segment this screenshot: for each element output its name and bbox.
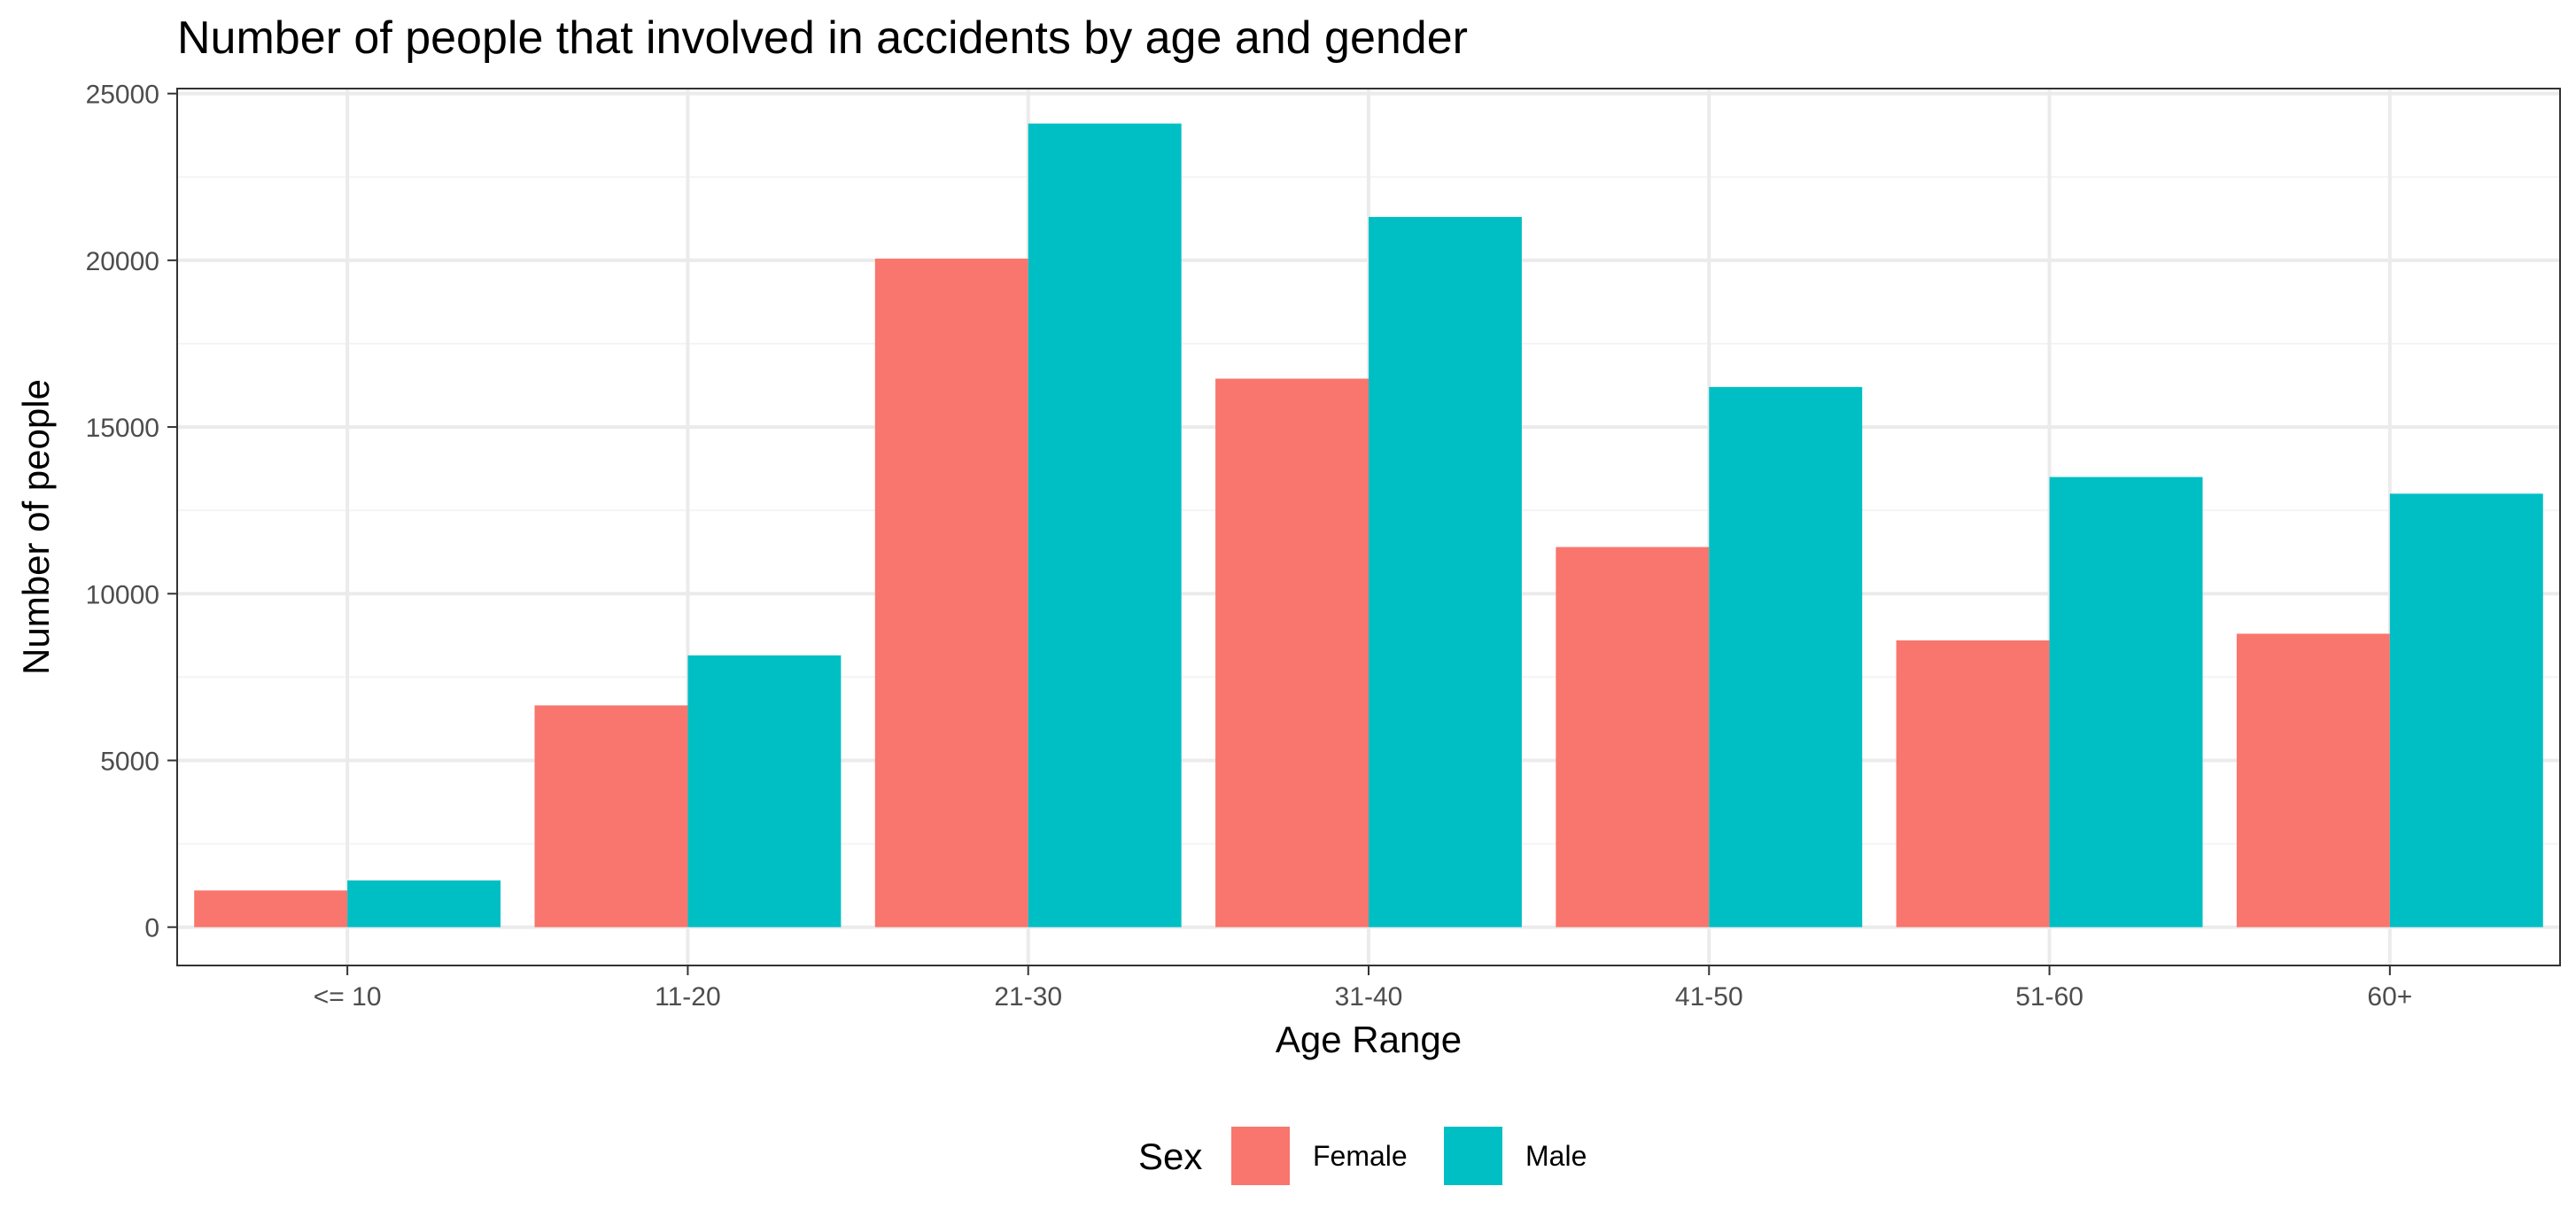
bar-male: [2389, 493, 2543, 927]
bar-female: [1556, 547, 1710, 927]
y-axis-title: Number of people: [15, 379, 57, 675]
bar-female: [1896, 640, 2050, 927]
x-tick-label: 31-40: [1335, 982, 1403, 1012]
y-tick-label: 10000: [86, 580, 159, 609]
x-tick-label: 51-60: [2015, 982, 2083, 1012]
x-axis-title: Age Range: [1276, 1019, 1462, 1060]
legend: Sex Female Male: [1138, 1127, 1587, 1185]
x-tick-label: 21-30: [994, 982, 1062, 1012]
bars: [194, 123, 2543, 927]
x-tick-label: <= 10: [314, 982, 382, 1012]
bar-male: [347, 880, 501, 927]
chart-title: Number of people that involved in accide…: [177, 12, 1468, 64]
y-tick-label: 5000: [100, 747, 159, 776]
bar-male: [1709, 386, 1863, 927]
legend-label-male: Male: [1525, 1140, 1587, 1172]
x-tick-label: 11-20: [655, 982, 721, 1012]
y-tick-label: 15000: [86, 414, 159, 443]
x-axis: <= 10 11-20 21-30 31-40 41-50 51-60 60+: [314, 965, 2412, 1012]
bar-female: [194, 890, 348, 927]
legend-title: Sex: [1138, 1136, 1202, 1177]
bar-male: [1369, 216, 1522, 927]
x-tick-label: 60+: [2367, 982, 2412, 1012]
bar-female: [534, 705, 688, 927]
bar-male: [2049, 477, 2203, 927]
bar-female: [1215, 378, 1369, 927]
legend-key-male: [1444, 1127, 1502, 1185]
bar-male: [687, 655, 842, 927]
bar-female: [2236, 633, 2390, 927]
bar-female: [874, 258, 1028, 927]
bar-male: [1028, 123, 1182, 927]
y-tick-label: 25000: [86, 81, 159, 110]
x-tick-label: 41-50: [1675, 982, 1743, 1012]
plot-panel: [176, 88, 2561, 966]
y-tick-label: 20000: [86, 247, 159, 276]
y-axis: 0 5000 10000 15000 20000 25000: [86, 81, 177, 943]
legend-key-female: [1231, 1127, 1290, 1185]
y-tick-label: 0: [144, 914, 159, 943]
legend-label-female: Female: [1313, 1140, 1408, 1172]
